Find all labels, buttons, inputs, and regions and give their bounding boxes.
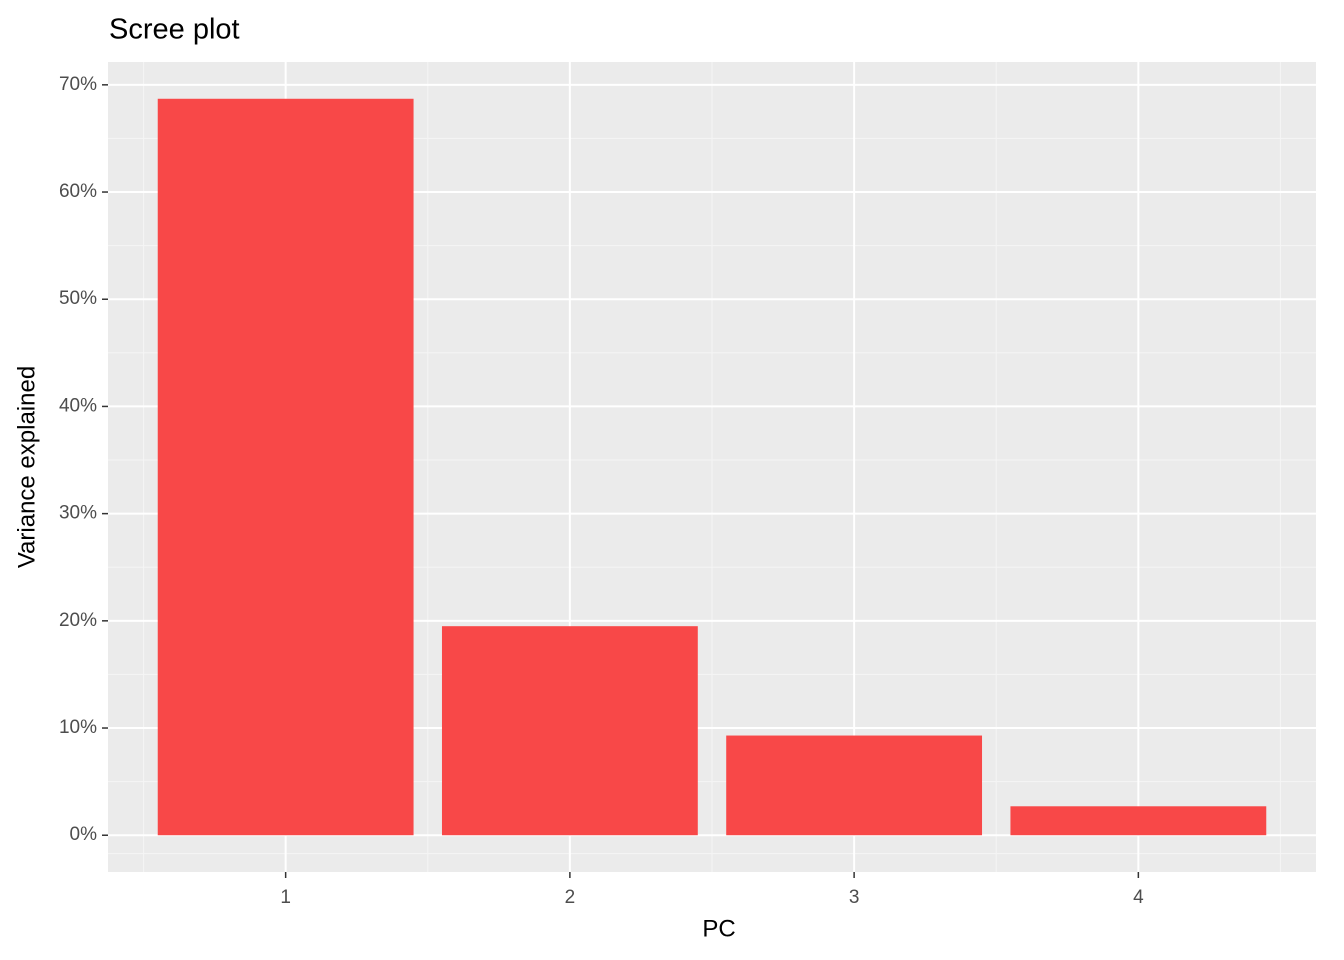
- y-tick-label: 60%: [59, 181, 97, 202]
- x-axis-label: PC: [702, 915, 735, 942]
- y-tick-label: 0%: [70, 824, 98, 845]
- y-tick-label: 70%: [59, 74, 97, 95]
- x-tick-label: 2: [565, 887, 576, 908]
- y-tick-label: 40%: [59, 395, 97, 416]
- x-tick-label: 4: [1133, 887, 1144, 908]
- bar: [157, 98, 414, 836]
- chart-title: Scree plot: [109, 14, 240, 46]
- marks: [157, 98, 1267, 836]
- bar: [1010, 806, 1267, 836]
- bar: [441, 626, 698, 836]
- bar: [726, 735, 983, 836]
- y-tick-label: 20%: [59, 610, 97, 631]
- x-tick-label: 3: [849, 887, 860, 908]
- y-tick-label: 10%: [59, 717, 97, 738]
- y-tick-label: 30%: [59, 503, 97, 524]
- y-tick-label: 50%: [59, 288, 97, 309]
- y-axis-label: Variance explained: [13, 366, 40, 568]
- x-tick-label: 1: [280, 887, 291, 908]
